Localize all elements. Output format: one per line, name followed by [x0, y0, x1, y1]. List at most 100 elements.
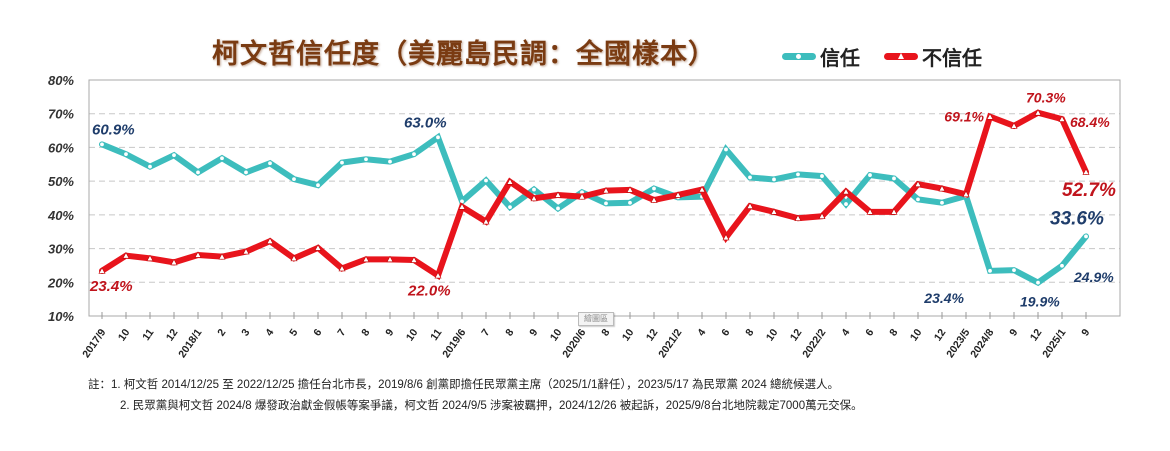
trust-point-marker-icon [291, 176, 297, 182]
x-tick-label: 2022/2 [800, 327, 828, 360]
distrust-point-marker-icon [842, 187, 850, 195]
trust-point-marker-icon [411, 151, 417, 157]
x-tick-label: 2021/2 [656, 327, 684, 360]
plot-area-tooltip: 繪圖區 [578, 312, 614, 326]
x-tick-label: 9 [1007, 327, 1020, 339]
distrust-point-marker-icon [98, 267, 106, 274]
distrust-point-marker-icon [938, 184, 946, 192]
trust-line [99, 132, 1089, 287]
x-tick-label: 6 [863, 327, 876, 339]
trust-data-label: 23.4% [923, 290, 964, 306]
x-tick-label: 8 [887, 327, 900, 339]
distrust-point-marker-icon [866, 208, 874, 215]
x-tick-label: 12 [1028, 327, 1045, 344]
x-tick-label: 2018/1 [176, 327, 204, 360]
trust-data-label: 33.6% [1050, 208, 1104, 229]
x-tick-label: 12 [164, 327, 181, 344]
trust-point-marker-icon [555, 205, 561, 212]
distrust-point-marker-icon [986, 113, 994, 120]
y-tick-label: 60% [48, 140, 74, 155]
y-tick-label: 70% [48, 107, 74, 122]
legend-label-trust: 信任 [820, 46, 860, 70]
distrust-point-marker-icon [386, 255, 394, 263]
distrust-data-label: 70.3% [1026, 90, 1066, 106]
distrust-point-marker-icon [338, 264, 346, 272]
trust-point-marker-icon [1011, 267, 1017, 273]
x-tick-label: 4 [839, 327, 852, 339]
distrust-point-marker-icon [434, 271, 442, 279]
chart-header: 柯文哲信任度（美麗島民調：全國樣本） 信任 不信任 [0, 28, 1170, 80]
distrust-point-marker-icon [914, 180, 922, 187]
distrust-point-marker-icon [794, 214, 802, 222]
distrust-point-marker-icon [770, 208, 778, 215]
x-tick-label: 7 [479, 327, 492, 339]
distrust-point-marker-icon [578, 193, 586, 200]
footnotes: 註：1. 柯文哲 2014/12/25 至 2022/12/25 擔任台北市長，… [88, 375, 863, 417]
distrust-point-marker-icon [530, 194, 538, 202]
trust-point-marker-icon [819, 173, 825, 179]
trust-point-marker-icon [651, 185, 657, 192]
trust-point-marker-icon [939, 200, 945, 206]
x-tick-label: 4 [263, 327, 276, 339]
x-tick-label: 11 [140, 327, 156, 343]
distrust-point-marker-icon [482, 217, 490, 225]
distrust-point-marker-icon [410, 256, 418, 263]
trust-data-label: 24.9% [1073, 269, 1114, 285]
x-tick-label: 8 [359, 327, 372, 339]
distrust-point-marker-icon [1082, 168, 1090, 175]
x-tick-label: 12 [788, 327, 805, 344]
trust-point-marker-icon [435, 134, 441, 141]
x-tick-label: 10 [404, 327, 421, 344]
distrust-point-marker-icon [962, 190, 970, 198]
x-tick-label: 2025/1 [1040, 327, 1068, 360]
trust-line-swatch-icon [782, 53, 816, 60]
x-tick-label: 9 [527, 327, 540, 339]
x-tick-label: 2019/6 [440, 327, 468, 360]
trust-point-marker-icon [723, 146, 729, 153]
distrust-point-marker-icon [266, 237, 274, 244]
x-tick-label: 2 [215, 327, 228, 339]
legend-item-trust: 信任 [782, 42, 860, 71]
distrust-point-marker-icon [722, 233, 730, 241]
trust-data-label: 60.9% [92, 121, 135, 138]
distrust-point-marker-icon [314, 244, 322, 251]
x-tick-label: 6 [311, 327, 324, 339]
x-tick-label: 10 [116, 327, 133, 344]
data-labels: 60.9% 63.0% 23.4% 19.9% 24.9% 33.6% 23.4% 22.0%… [89, 90, 1116, 310]
trust-point-marker-icon [315, 182, 321, 188]
distrust-point-marker-icon [290, 254, 298, 262]
trust-point-marker-icon [267, 160, 273, 166]
distrust-point-marker-icon [626, 186, 634, 193]
trust-point-marker-icon [771, 176, 777, 183]
gridlines [89, 113, 1120, 283]
x-tick-label: 8 [743, 327, 756, 339]
distrust-point-marker-icon [698, 185, 706, 193]
distrust-line-swatch-icon [884, 53, 918, 60]
distrust-point-marker-icon [506, 178, 514, 185]
trust-point-marker-icon [195, 169, 201, 176]
x-tick-label: 12 [932, 327, 949, 344]
trust-point-marker-icon [363, 156, 369, 162]
x-tick-label: 10 [764, 327, 781, 344]
trust-point-marker-icon [387, 158, 393, 165]
distrust-point-marker-icon [122, 252, 130, 259]
x-tick-label: 8 [599, 327, 612, 339]
distrust-point-marker-icon [746, 202, 754, 209]
trust-point-marker-icon [915, 196, 921, 203]
distrust-point-marker-icon [1034, 109, 1042, 116]
trust-point-marker-icon [219, 155, 225, 161]
legend-label-distrust: 不信任 [922, 46, 982, 70]
trust-point-marker-icon [747, 174, 753, 181]
distrust-data-label: 22.0% [407, 283, 451, 300]
trust-point-marker-icon [99, 141, 105, 148]
trust-point-marker-icon [867, 172, 873, 178]
y-tick-label: 80% [48, 73, 74, 88]
distrust-point-marker-icon [890, 208, 898, 215]
trust-point-marker-icon [1059, 263, 1065, 269]
x-tick-label: 10 [620, 327, 637, 344]
chart-title: 柯文哲信任度（美麗島民調：全國樣本） [212, 39, 716, 70]
series-lines [98, 109, 1090, 287]
trust-point-marker-icon [843, 201, 849, 207]
distrust-point-marker-icon [554, 191, 562, 198]
